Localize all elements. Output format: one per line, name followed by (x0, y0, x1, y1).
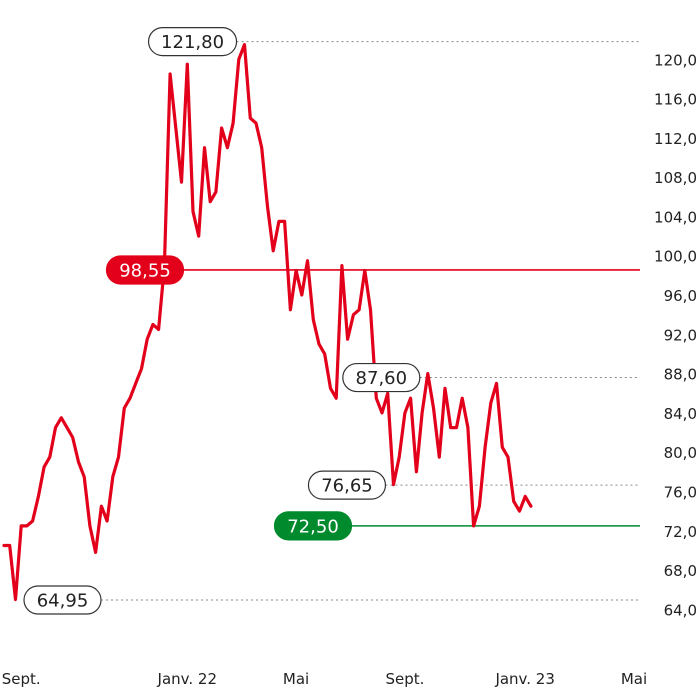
y-tick-label: 116,0 (654, 91, 697, 109)
callout-label: 72,50 (287, 516, 339, 537)
x-tick-label: Sept. (2, 670, 41, 688)
x-tick-label: Mai (283, 670, 309, 688)
callout-box (342, 362, 421, 393)
series-layer (2, 42, 533, 602)
callout-box (307, 470, 387, 500)
callout-label: 64,95 (37, 591, 89, 612)
y-tick-label: 100,0 (654, 248, 697, 266)
x-tick-label: Janv. 23 (494, 670, 554, 688)
callout-box (273, 511, 353, 541)
y-tick-label: 104,0 (654, 208, 697, 226)
x-tick-label: Janv. 22 (157, 670, 217, 688)
y-tick-label: 68,0 (664, 562, 697, 580)
value-callouts: 121,80 98,55 87,60 76,65 72,50 64,95 (23, 27, 421, 615)
y-tick-label: 92,0 (664, 326, 697, 344)
callout-box (147, 27, 238, 57)
y-tick-label: 80,0 (664, 444, 697, 462)
y-tick-label: 72,0 (664, 523, 697, 541)
y-tick-label: 76,0 (664, 483, 697, 501)
y-tick-label: 84,0 (664, 405, 697, 423)
y-axis-tick-labels: 64,0 68,0 72,0 76,0 80,0 84,0 88,0 92,0 96,0 100,… (654, 51, 697, 619)
callout-label: 98,55 (119, 260, 171, 281)
y-tick-label: 64,0 (664, 601, 697, 619)
y-tick-label: 88,0 (664, 366, 697, 384)
y-tick-label: 96,0 (664, 287, 697, 305)
series-line (2, 42, 533, 602)
x-axis-tick-labels: Sept. Janv. 22 Mai Sept. Janv. 23 Mai (2, 670, 647, 688)
x-tick-label: Mai (621, 670, 647, 688)
callout-box (105, 255, 185, 285)
callout-label: 76,65 (321, 476, 373, 497)
reference-lines (101, 41, 640, 601)
callout-box (23, 585, 102, 615)
y-tick-label: 120,0 (654, 51, 697, 69)
callout-label: 121,80 (161, 32, 224, 53)
x-tick-label: Sept. (385, 670, 424, 688)
y-tick-label: 112,0 (654, 130, 697, 148)
callout-label: 87,60 (356, 368, 408, 389)
y-tick-label: 108,0 (654, 169, 697, 187)
